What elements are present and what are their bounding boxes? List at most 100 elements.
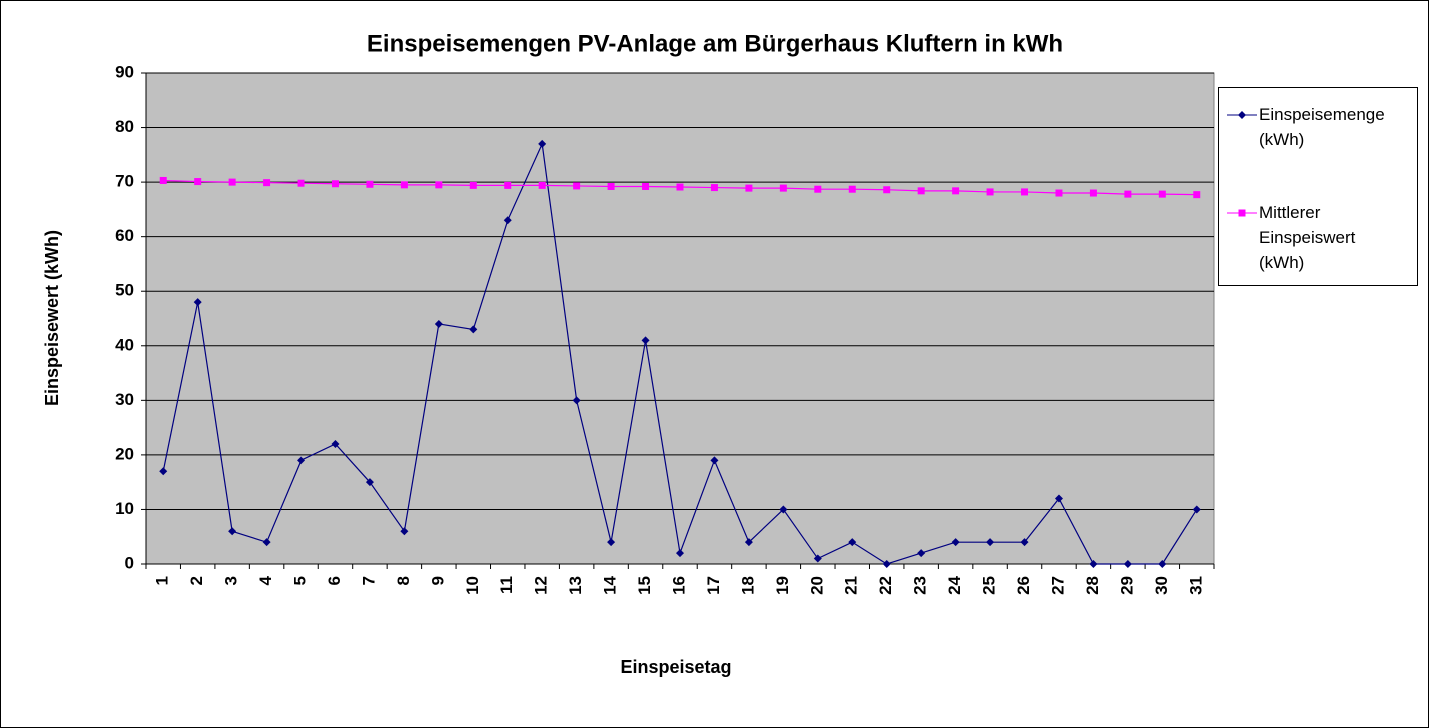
marker xyxy=(573,182,581,190)
marker xyxy=(1192,505,1201,514)
marker xyxy=(1124,190,1132,198)
marker xyxy=(883,186,891,194)
x-tick-label: 17 xyxy=(704,576,723,595)
marker xyxy=(744,538,753,547)
marker xyxy=(814,185,822,193)
x-tick-label: 1 xyxy=(153,576,172,585)
y-tick-label: 80 xyxy=(115,117,134,136)
x-tick-label: 13 xyxy=(566,576,585,595)
x-tick-label: 2 xyxy=(187,576,206,585)
marker xyxy=(607,182,615,190)
marker xyxy=(572,396,581,405)
x-tick-label: 25 xyxy=(980,576,999,595)
x-tick-label: 31 xyxy=(1186,576,1205,595)
marker xyxy=(538,139,547,148)
marker xyxy=(848,538,857,547)
x-tick-label: 14 xyxy=(601,575,620,594)
marker xyxy=(297,179,305,187)
x-tick-label: 29 xyxy=(1117,576,1136,595)
marker xyxy=(641,336,650,345)
marker xyxy=(159,467,168,476)
marker xyxy=(434,319,443,328)
legend-marker xyxy=(1238,111,1246,119)
marker xyxy=(1158,190,1166,198)
marker xyxy=(400,527,409,536)
y-axis-title: Einspeisewert (kWh) xyxy=(42,230,62,406)
chart-title: Einspeisemengen PV-Anlage am Bürgerhaus … xyxy=(367,30,1063,57)
x-tick-label: 5 xyxy=(291,576,310,585)
x-tick-label: 24 xyxy=(945,575,964,594)
legend-label: Einspeisemenge (kWh) xyxy=(1259,105,1385,149)
x-tick-label: 28 xyxy=(1083,576,1102,595)
marker xyxy=(504,181,512,189)
marker xyxy=(538,181,546,189)
marker xyxy=(228,178,236,186)
marker xyxy=(159,176,167,184)
marker xyxy=(917,549,926,558)
marker xyxy=(263,179,271,187)
marker xyxy=(469,181,477,189)
marker xyxy=(607,538,616,547)
marker xyxy=(366,180,374,188)
marker xyxy=(1158,560,1167,568)
x-tick-label: 21 xyxy=(842,576,861,595)
x-tick-label: 11 xyxy=(497,576,516,594)
x-tick-label: 23 xyxy=(911,576,930,595)
y-tick-label: 20 xyxy=(115,444,134,463)
y-tick-label: 10 xyxy=(115,499,134,518)
legend-marker xyxy=(1238,209,1246,217)
marker xyxy=(1193,191,1201,199)
marker xyxy=(882,560,891,568)
x-tick-label: 10 xyxy=(463,576,482,595)
marker xyxy=(435,181,443,189)
x-tick-label: 27 xyxy=(1048,576,1067,595)
marker xyxy=(917,187,925,195)
marker xyxy=(331,439,340,448)
marker xyxy=(469,325,478,334)
marker xyxy=(848,185,856,193)
legend-symbol xyxy=(1227,209,1257,217)
marker xyxy=(676,549,684,558)
legend: Einspeisemenge (kWh) Mittlerer Einspeiswe… xyxy=(1218,87,1418,286)
x-tick-label: 18 xyxy=(738,576,757,595)
y-tick-label: 70 xyxy=(115,172,134,191)
x-tick-label: 6 xyxy=(325,576,344,585)
marker xyxy=(228,527,237,536)
marker xyxy=(1089,560,1098,568)
x-tick-label: 30 xyxy=(1152,576,1171,595)
marker xyxy=(1021,188,1029,196)
marker xyxy=(745,184,753,192)
x-tick-label: 9 xyxy=(428,576,447,585)
marker xyxy=(710,456,719,465)
marker xyxy=(503,216,512,225)
x-tick-label: 8 xyxy=(394,576,413,585)
marker xyxy=(194,178,202,186)
y-tick-label: 30 xyxy=(115,390,134,409)
x-tick-label: 16 xyxy=(669,576,688,595)
marker xyxy=(1123,560,1132,568)
marker xyxy=(710,184,718,192)
marker xyxy=(365,478,374,487)
x-axis-title: Einspeisetag xyxy=(620,657,731,677)
y-tick-label: 60 xyxy=(115,226,134,245)
plot-area xyxy=(145,72,1215,565)
x-tick-label: 20 xyxy=(807,576,826,595)
marker xyxy=(400,181,408,189)
marker xyxy=(193,298,202,307)
marker xyxy=(986,538,995,547)
marker xyxy=(1054,494,1063,503)
x-tick-label: 4 xyxy=(256,575,275,585)
marker xyxy=(642,182,650,190)
x-tick-label: 22 xyxy=(876,576,895,595)
marker xyxy=(779,505,788,514)
x-tick-label: 7 xyxy=(359,576,378,585)
x-tick-label: 19 xyxy=(773,576,792,595)
marker xyxy=(951,538,960,547)
y-tick-label: 40 xyxy=(115,335,134,354)
marker xyxy=(813,554,822,563)
y-tick-label: 50 xyxy=(115,281,134,300)
x-tick-label: 3 xyxy=(222,576,241,585)
y-tick-label: 0 xyxy=(125,553,134,572)
